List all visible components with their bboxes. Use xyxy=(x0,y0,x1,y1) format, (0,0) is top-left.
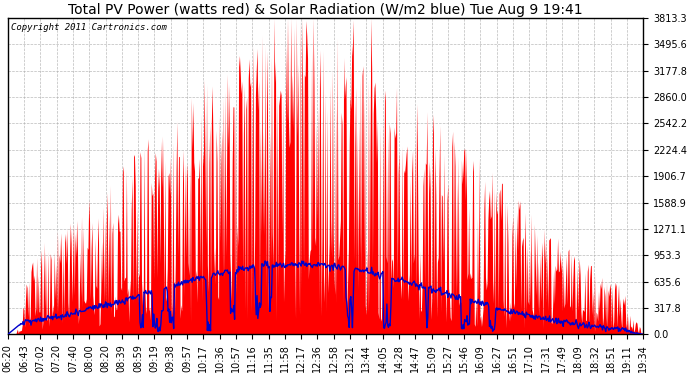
Title: Total PV Power (watts red) & Solar Radiation (W/m2 blue) Tue Aug 9 19:41: Total PV Power (watts red) & Solar Radia… xyxy=(68,3,583,17)
Text: Copyright 2011 Cartronics.com: Copyright 2011 Cartronics.com xyxy=(11,23,167,32)
